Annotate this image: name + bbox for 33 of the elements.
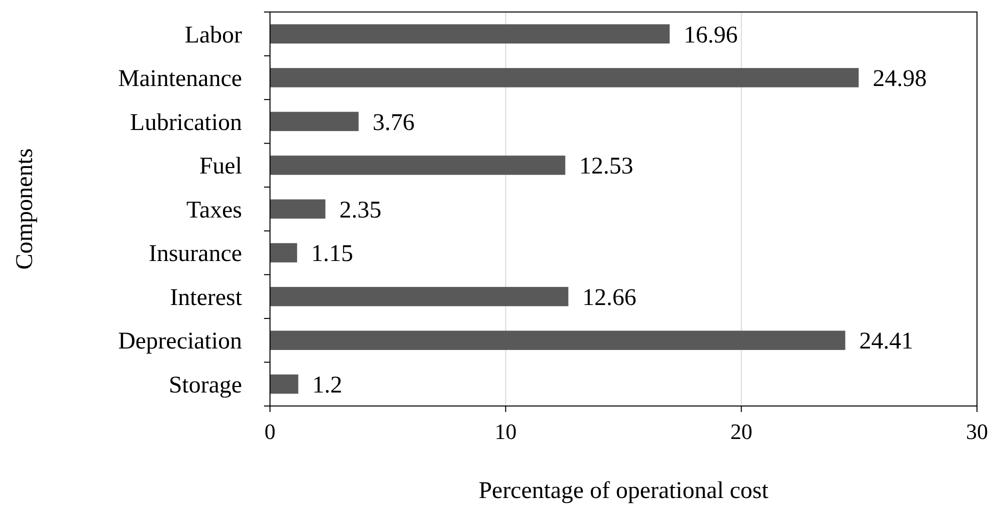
y-axis-title: Components xyxy=(12,148,38,270)
bar xyxy=(270,68,859,88)
y-tick-label: Fuel xyxy=(199,154,242,180)
y-tick-label: Labor xyxy=(184,22,242,48)
data-label: 3.76 xyxy=(372,110,415,136)
y-tick-label: Insurance xyxy=(148,241,242,268)
bar xyxy=(270,24,670,44)
data-label: 24.98 xyxy=(872,66,927,92)
y-tick-label: Depreciation xyxy=(118,328,242,355)
data-label: 1.2 xyxy=(312,372,342,399)
bar xyxy=(270,374,298,394)
y-tick-label: Storage xyxy=(168,372,242,399)
x-tick-label: 30 xyxy=(966,419,988,444)
bar xyxy=(270,243,298,262)
x-tick-label: 10 xyxy=(494,419,517,444)
x-axis-title: Percentage of operational cost xyxy=(478,478,769,504)
bar xyxy=(270,112,359,132)
y-tick-label: Taxes xyxy=(186,197,242,224)
bar xyxy=(270,199,326,219)
data-label: 12.53 xyxy=(579,154,634,180)
data-label: 24.41 xyxy=(859,328,914,355)
y-tick-label: Interest xyxy=(170,284,242,311)
x-tick-label: 0 xyxy=(264,419,276,444)
bar xyxy=(270,156,566,175)
data-label: 1.15 xyxy=(311,241,354,268)
data-label: 16.96 xyxy=(684,22,738,48)
y-tick-label: Lubrication xyxy=(130,110,242,136)
data-label: 12.66 xyxy=(582,284,636,311)
x-tick-label: 20 xyxy=(730,419,752,444)
y-tick-label: Maintenance xyxy=(118,66,242,92)
data-label: 2.35 xyxy=(339,197,382,224)
bar xyxy=(270,330,846,350)
bar xyxy=(270,286,568,306)
